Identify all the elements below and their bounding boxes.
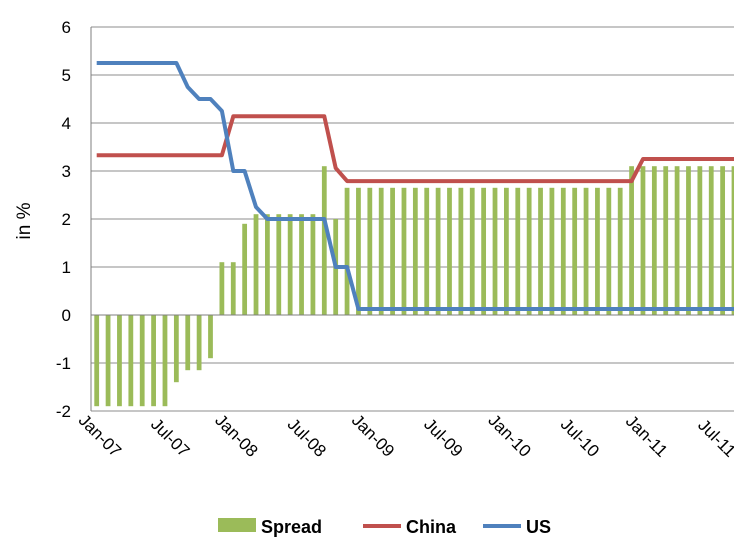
spread-bar <box>481 187 487 315</box>
y-tick-label: 4 <box>62 114 71 133</box>
spread-bar <box>185 315 191 371</box>
spread-bar <box>276 214 282 315</box>
spread-bar <box>697 166 703 315</box>
x-tick-label: Jul-07 <box>147 415 193 461</box>
legend: Spread China US <box>218 517 551 537</box>
spread-bar <box>253 214 259 315</box>
spread-bar <box>117 315 122 407</box>
series-line-china <box>96 114 734 184</box>
y-tick-label: 3 <box>62 162 71 181</box>
spread-bar <box>344 187 350 315</box>
spread-bar <box>708 166 714 315</box>
spread-bar <box>572 187 578 315</box>
spread-bar <box>321 166 327 315</box>
spread-bar <box>651 166 657 315</box>
y-tick-label: 0 <box>62 306 71 325</box>
spread-bar <box>686 166 691 315</box>
spread-bar <box>196 315 202 371</box>
spread-bar <box>139 315 145 407</box>
spread-bar <box>469 187 475 315</box>
spread-bar <box>503 187 509 315</box>
spread-bar <box>105 315 111 407</box>
spread-bar <box>526 187 532 315</box>
spread-bar <box>492 187 498 315</box>
spread-bar <box>230 262 236 315</box>
spread-bar <box>560 187 566 315</box>
spread-bar <box>538 187 543 315</box>
spread-bar <box>424 187 430 315</box>
x-tick-label: Jan-07 <box>75 411 125 461</box>
legend-label-spread: Spread <box>261 517 322 537</box>
spread-bar <box>515 187 521 315</box>
spread-bar <box>583 187 589 315</box>
spread-bar <box>367 187 373 315</box>
spread-bar <box>435 187 441 315</box>
y-tick-labels: -2 -1 0 1 2 3 4 5 6 <box>56 18 71 421</box>
y-tick-label: 1 <box>62 258 71 277</box>
spread-bar <box>606 187 612 315</box>
spread-bar <box>94 315 100 407</box>
spread-bar <box>412 187 418 315</box>
y-tick-label: 5 <box>62 66 71 85</box>
x-tick-label: Jul-08 <box>284 415 330 461</box>
spread-bar <box>663 166 669 315</box>
spread-bar <box>617 187 623 315</box>
series-line-us <box>96 61 734 311</box>
spread-bar <box>674 166 680 315</box>
spread-bar <box>219 262 225 315</box>
axes <box>90 27 734 411</box>
spread-bar <box>629 166 634 315</box>
x-tick-label: Jul-10 <box>557 415 603 461</box>
spread-bar <box>595 187 600 315</box>
y-tick-label: 2 <box>62 210 71 229</box>
x-tick-label: Jul-11 <box>694 416 734 461</box>
y-tick-label: -2 <box>56 402 71 421</box>
spread-bar <box>390 187 395 315</box>
x-tick-label: Jan-10 <box>484 411 534 461</box>
spread-bar <box>458 187 464 315</box>
spread-bar <box>310 214 316 315</box>
spread-bar <box>128 315 134 407</box>
legend-label-us: US <box>526 517 551 537</box>
series-lines <box>96 61 734 311</box>
spread-bar <box>287 214 293 315</box>
spread-bar <box>549 187 555 315</box>
x-tick-label: Jan-09 <box>348 411 398 461</box>
y-tick-label: -1 <box>56 354 71 373</box>
spread-bar <box>401 187 407 315</box>
spread-bar <box>640 166 646 315</box>
spread-bar <box>151 315 156 407</box>
y-axis-label: in % <box>14 202 35 239</box>
spread-bar <box>299 214 304 315</box>
legend-label-china: China <box>406 517 457 537</box>
spread-bar <box>208 315 213 359</box>
spread-bar <box>720 166 726 315</box>
x-tick-label: Jan-11 <box>622 412 671 461</box>
x-tick-label: Jan-08 <box>211 411 261 461</box>
spread-bar <box>173 315 179 383</box>
spread-bar <box>265 214 270 315</box>
y-tick-label: 6 <box>62 18 71 37</box>
x-tick-labels: Jan-07 Jul-07 Jan-08 Jul-08 Jan-09 Jul-09 Jan-… <box>75 411 734 461</box>
spread-bar <box>242 223 248 315</box>
x-tick-label: Jul-09 <box>420 415 466 461</box>
spread-bar <box>356 187 361 315</box>
legend-swatch-spread <box>218 518 256 532</box>
spread-bar <box>378 187 384 315</box>
spread-bar <box>731 166 734 315</box>
spread-bar <box>447 187 452 315</box>
spread-bars <box>94 166 734 407</box>
spread-bar <box>162 315 168 407</box>
